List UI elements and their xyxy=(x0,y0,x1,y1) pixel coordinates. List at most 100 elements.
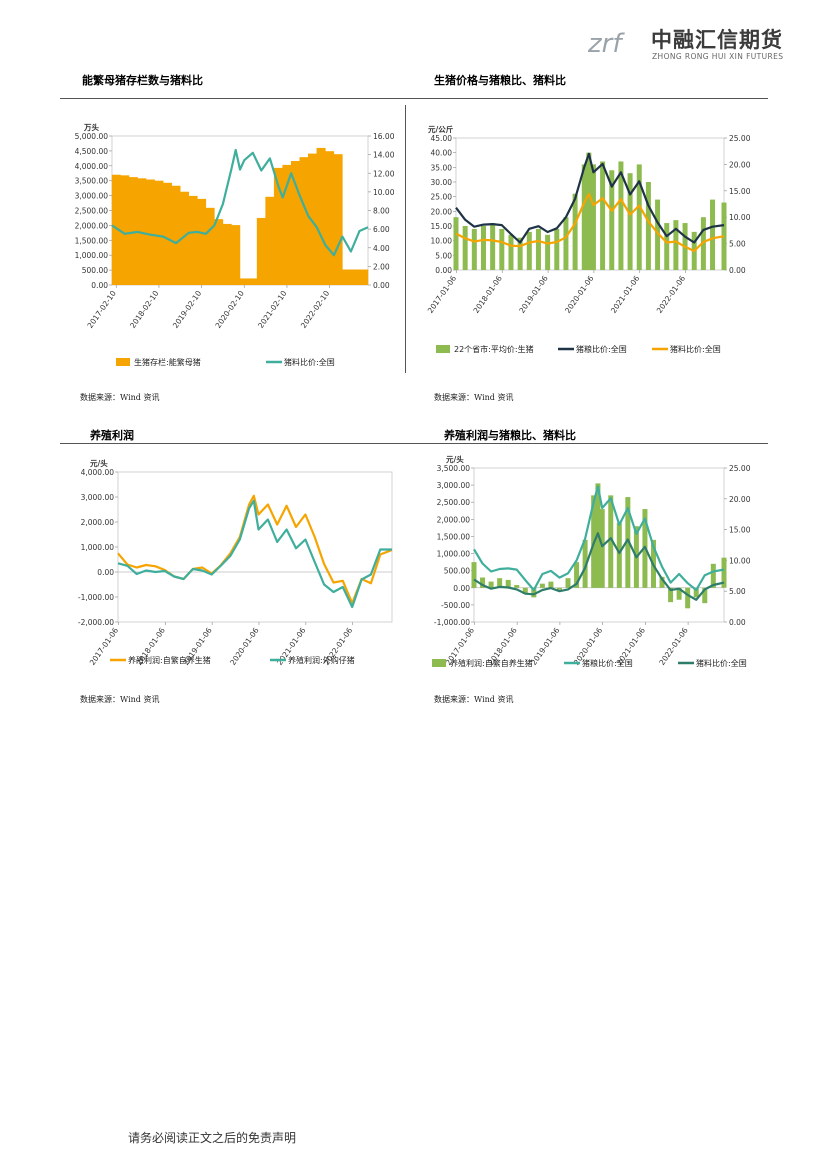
bar xyxy=(556,587,562,590)
unit-label: 元/头 xyxy=(90,458,108,468)
y2-tick-label: 25.00 xyxy=(729,134,751,143)
bar xyxy=(676,587,682,600)
bar xyxy=(488,581,494,588)
y-tick-label: 45.00 xyxy=(431,134,453,143)
x-tick-label: 2022-02-10 xyxy=(299,289,332,330)
bar xyxy=(111,174,121,285)
bar xyxy=(655,199,661,270)
x-tick-label: 2018-02-10 xyxy=(128,289,161,330)
y-tick-label: 0.00 xyxy=(97,568,114,577)
bar xyxy=(554,228,560,270)
y2-tick-label: 6.00 xyxy=(373,225,390,234)
bar xyxy=(188,195,198,285)
bar xyxy=(565,578,571,588)
disclaimer-footer: 请务必阅读正文之后的免责声明 xyxy=(128,1131,297,1145)
chart3-source: 数据来源：Wind 资讯 xyxy=(80,695,160,704)
y2-tick-label: 0.00 xyxy=(729,266,746,275)
y2-tick-label: 8.00 xyxy=(373,207,390,216)
bar xyxy=(499,228,505,270)
bar xyxy=(308,153,318,285)
y2-tick-label: 4.00 xyxy=(373,244,390,253)
bar xyxy=(721,557,727,588)
company-logo-mark: zrf xyxy=(588,29,625,58)
bar xyxy=(582,539,588,588)
bar xyxy=(700,217,706,270)
y-tick-label: 0.00 xyxy=(91,281,108,290)
bar xyxy=(616,522,622,588)
company-name-en: ZHONG RONG HUI XIN FUTURES xyxy=(652,52,784,61)
legend-label: 生猪存栏:能繁母猪 xyxy=(134,357,201,367)
bar xyxy=(350,269,360,285)
bar xyxy=(359,269,369,285)
x-tick-label: 2019-02-10 xyxy=(171,289,204,330)
bar xyxy=(239,278,249,285)
y2-tick-label: 10.00 xyxy=(373,188,395,197)
bar xyxy=(531,587,537,598)
bar xyxy=(480,577,486,588)
y-tick-label: 4,000.00 xyxy=(81,468,115,477)
y-tick-label: 10.00 xyxy=(431,237,453,246)
bar xyxy=(162,182,172,285)
bar xyxy=(625,497,631,588)
bar xyxy=(609,170,615,270)
unit-label: 元/公斤 xyxy=(428,124,454,134)
series-line xyxy=(455,192,725,253)
y-tick-label: 15.00 xyxy=(431,222,453,231)
y2-tick-label: 12.00 xyxy=(373,169,395,178)
bar xyxy=(710,199,716,270)
legend-label: 猪粮比价:全国 xyxy=(576,344,627,354)
bar xyxy=(248,278,258,285)
bar xyxy=(471,562,477,588)
bar xyxy=(120,175,130,285)
y-tick-label: 2,500.00 xyxy=(437,498,471,507)
bar xyxy=(480,226,486,270)
unit-label: 元/头 xyxy=(446,454,464,464)
y-tick-label: 2,000.00 xyxy=(81,518,115,527)
y-tick-label: 500.00 xyxy=(444,567,470,576)
y-tick-label: -1,000.00 xyxy=(434,618,470,627)
x-tick-label: 2017-02-10 xyxy=(86,289,119,330)
bar xyxy=(154,180,164,285)
y-tick-label: 0.00 xyxy=(453,584,470,593)
chart2-title: 生猪价格与猪粮比、猪料比 xyxy=(434,74,566,87)
x-tick-label: 2019-01-06 xyxy=(517,274,550,315)
bar xyxy=(128,177,138,285)
bar xyxy=(535,228,541,270)
bar xyxy=(673,220,679,270)
bar xyxy=(693,587,699,598)
y-tick-label: 3,000.00 xyxy=(81,493,115,502)
bar xyxy=(171,185,181,285)
bar xyxy=(265,196,275,285)
series-line xyxy=(473,532,725,601)
bar xyxy=(342,269,352,285)
bar xyxy=(325,151,335,285)
x-tick-label: 2019-01-06 xyxy=(529,626,562,667)
x-tick-label: 2017-01-06 xyxy=(426,274,459,315)
y2-tick-label: 15.00 xyxy=(729,187,751,196)
legend-label: 养殖利润:外购仔猪 xyxy=(288,655,355,665)
bar xyxy=(205,207,215,285)
bar xyxy=(197,198,207,285)
chart1-title: 能繁母猪存栏数与猪料比 xyxy=(82,74,203,87)
y-tick-label: 500.00 xyxy=(82,266,108,275)
y2-tick-label: 16.00 xyxy=(373,132,395,141)
bar xyxy=(316,147,326,285)
x-tick-label: 2021-01-06 xyxy=(609,274,642,315)
y-tick-label: 3,500.00 xyxy=(437,464,471,473)
y-tick-label: -500.00 xyxy=(441,601,470,610)
y-tick-label: 1,000.00 xyxy=(437,550,471,559)
legend-label: 养殖利润:自繁自养生猪 xyxy=(128,655,211,665)
chart4-source: 数据来源：Wind 资讯 xyxy=(434,695,514,704)
plot-area xyxy=(473,467,725,623)
x-tick-label: 2020-02-10 xyxy=(214,289,247,330)
y-tick-label: -1,000.00 xyxy=(78,593,114,602)
chart4-profit-vs-ratios: 元/头 -1,000.00 -500.00 0.00 500.00 1,000.00 1,5… xyxy=(432,454,751,668)
legend-label: 猪料比价:全国 xyxy=(696,658,747,668)
x-tick-label: 2022-01-06 xyxy=(655,274,688,315)
y-tick-label: 1,000.00 xyxy=(75,251,109,260)
bar xyxy=(462,226,468,270)
legend-label: 猪料比价:全国 xyxy=(670,344,721,354)
y-tick-label: 2,500.00 xyxy=(75,207,109,216)
bar xyxy=(282,164,292,285)
bar xyxy=(599,509,605,588)
